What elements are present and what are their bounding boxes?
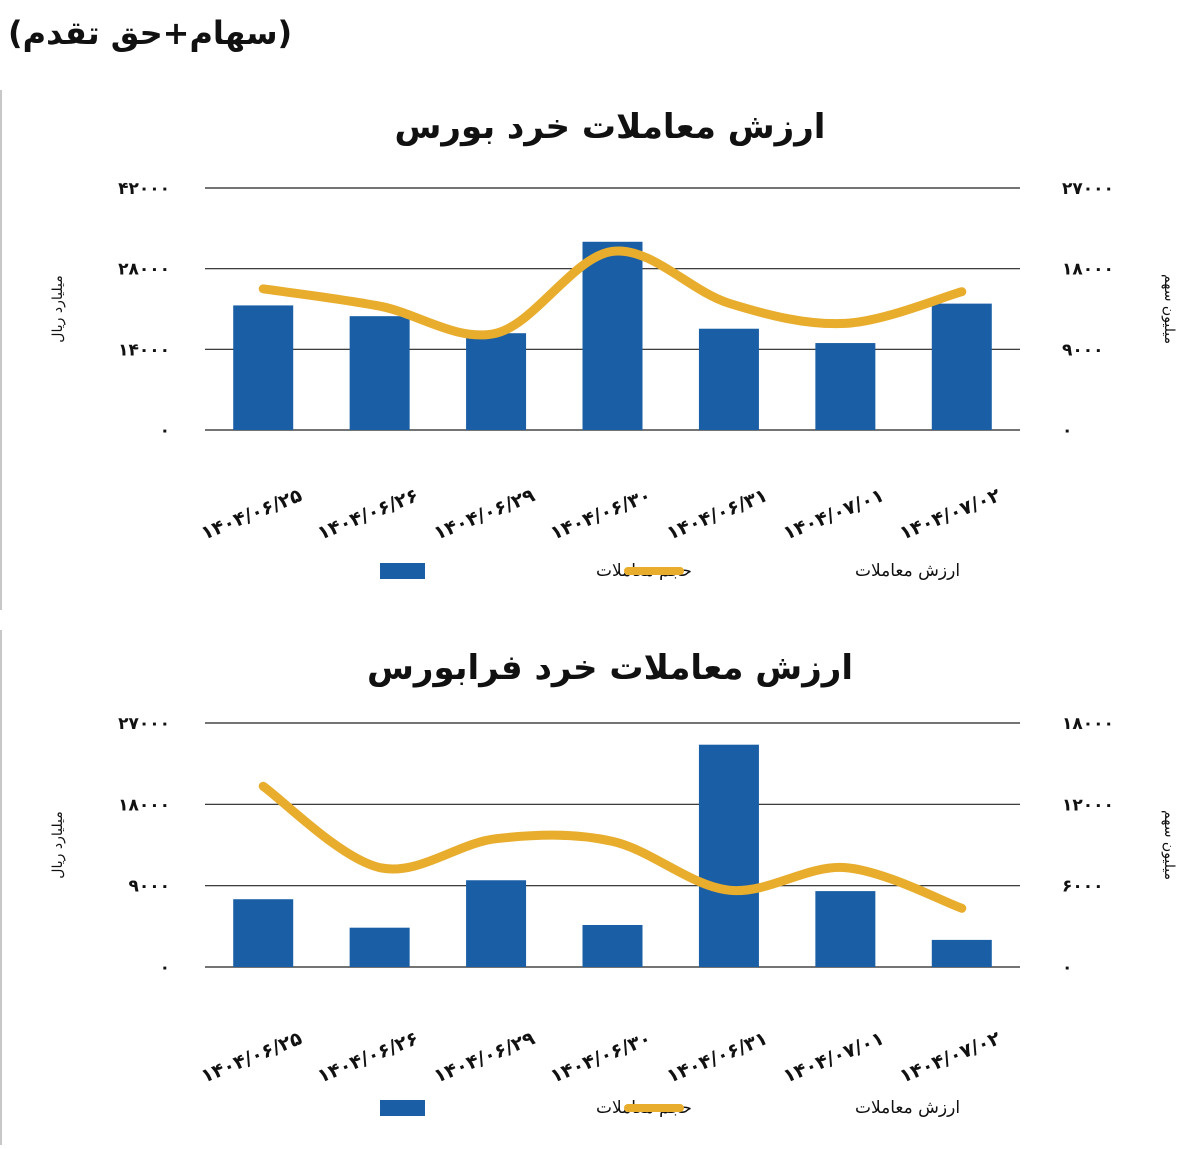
x-tick-label: ۱۴۰۴/۰۶/۳۱ [664,1027,771,1087]
panel-divider-1 [0,90,2,610]
bar-4 [582,241,643,430]
line-point-2 [378,866,381,869]
line-point-2 [378,305,381,308]
chart-farabourse: ارزش معاملات خرد فرابورس ۰ ۹۰۰۰ ۱۸۰۰۰ ۲۷۰۰۰ ۰… [50,648,1177,1118]
y-tick-label: ۲۸۰۰۰ [118,260,170,280]
legend-swatch-bar [380,1100,425,1116]
bar-3 [466,880,527,967]
bar-5 [698,328,759,430]
bar-4 [582,924,643,967]
line-point-6 [844,866,847,869]
y2-tick-label: ۱۸۰۰۰ [1062,714,1114,734]
x-tick-label: ۱۴۰۴/۰۷/۰۱ [780,1027,887,1087]
x-tick-label: ۱۴۰۴/۰۶/۲۶ [314,484,421,544]
x-tick-label: ۱۴۰۴/۰۶/۲۵ [198,1027,306,1088]
line-point-4 [611,250,614,253]
legend-label-line: ارزش معاملات [855,561,960,581]
x-tick-label: ۱۴۰۴/۰۷/۰۲ [897,484,1005,545]
page-title: (سهام+حق تقدم) [8,14,293,52]
chart-title: ارزش معاملات خرد فرابورس [367,648,853,688]
line-point-3 [495,332,498,335]
chart-title: ارزش معاملات خرد بورس [395,107,826,147]
y2-axis-label: میلیون سهم [1161,810,1177,880]
line-point-3 [495,837,498,840]
line-point-7 [960,290,963,293]
line-point-7 [960,907,963,910]
x-tick-label: ۱۴۰۴/۰۶/۳۰ [547,1027,654,1087]
x-tick-label: ۱۴۰۴/۰۶/۳۰ [547,484,654,544]
bar-6 [815,343,876,430]
y-tick-label: ۹۰۰۰ [128,877,170,897]
y-tick-label: ۲۷۰۰۰ [118,714,170,734]
x-tick-label: ۱۴۰۴/۰۶/۳۱ [664,484,771,544]
bar-1 [233,305,294,430]
x-tick-label: ۱۴۰۴/۰۷/۰۱ [780,484,887,544]
line-point-1 [262,785,265,788]
bar-6 [815,891,876,967]
y2-tick-label: ۹۰۰۰ [1062,340,1104,360]
x-tick-label: ۱۴۰۴/۰۶/۲۹ [431,484,539,545]
y2-tick-label: ۰ [1062,958,1072,978]
chart-bourse: ارزش معاملات خرد بورس ۰ ۱۴۰۰۰ ۲۸۰۰۰ ۴۲۰۰۰ ۰ ۹۰… [50,107,1177,581]
y-tick-label: ۴۲۰۰۰ [118,179,170,199]
y-tick-label: ۱۸۰۰۰ [118,795,170,815]
y-tick-label: ۱۴۰۰۰ [118,340,170,360]
line-point-1 [262,287,265,290]
y2-axis-label: میلیون سهم [1161,274,1177,344]
legend-swatch-bar [380,563,425,579]
bar-3 [466,333,527,430]
bar-1 [233,899,294,967]
panel-divider-2 [0,630,2,1145]
x-tick-label: ۱۴۰۴/۰۶/۲۵ [198,484,306,545]
y2-tick-label: ۶۰۰۰ [1062,877,1104,897]
y-tick-label: ۰ [160,958,170,978]
legend-label-line: ارزش معاملات [855,1098,960,1118]
line-point-6 [844,322,847,325]
y2-tick-label: ۱۲۰۰۰ [1062,795,1114,815]
y-axis-label: میلیارد ریال [50,811,66,878]
x-tick-label: ۱۴۰۴/۰۶/۲۹ [431,1027,539,1088]
y2-tick-label: ۱۸۰۰۰ [1062,260,1114,280]
y-axis-label: میلیارد ریال [50,275,66,342]
x-tick-label: ۱۴۰۴/۰۶/۲۶ [314,1027,421,1087]
bar-7 [931,939,992,967]
line-point-4 [611,840,614,843]
bar-2 [349,316,410,430]
line-point-5 [727,889,730,892]
y2-tick-label: ۲۷۰۰۰ [1062,179,1114,199]
bar-2 [349,927,410,967]
y2-tick-label: ۰ [1062,421,1072,441]
y-tick-label: ۰ [160,421,170,441]
bar-7 [931,303,992,430]
line-point-5 [727,302,730,305]
bar-5 [698,744,759,967]
x-tick-label: ۱۴۰۴/۰۷/۰۲ [897,1027,1005,1088]
